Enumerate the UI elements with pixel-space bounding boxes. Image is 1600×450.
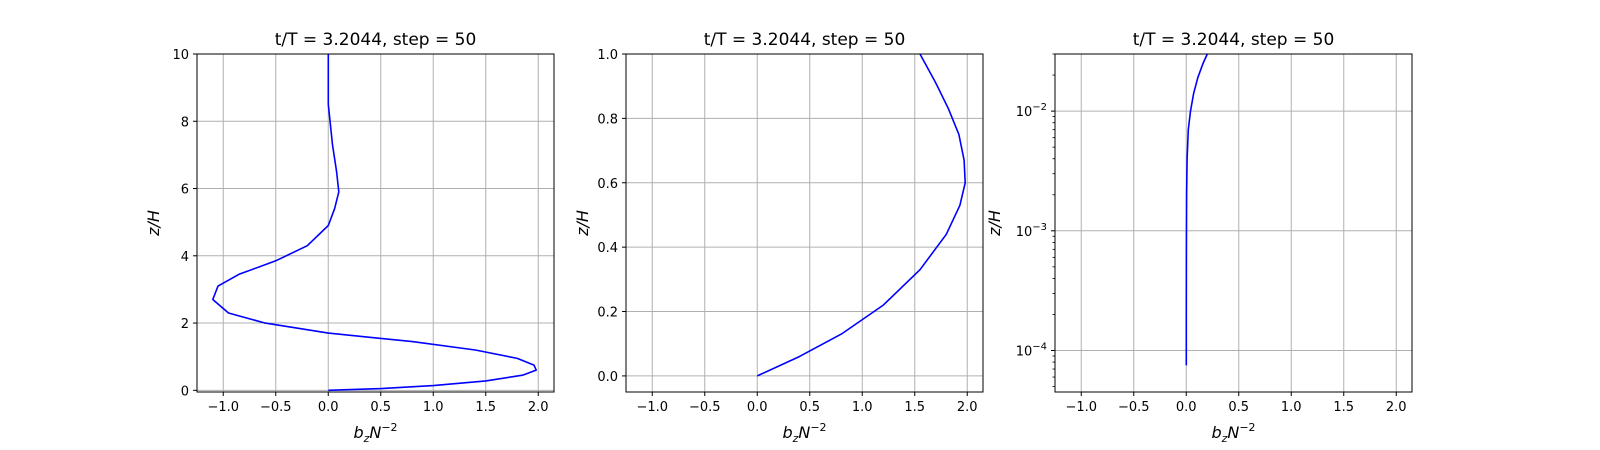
x-tick-label: 0.5 bbox=[370, 400, 391, 415]
subplot-3: −1.0 −0.5 0.0 0.5 1.0 1.5 2.0 10−4 10−3 10−2 t/T … bbox=[985, 30, 1413, 445]
y-tick-label: 10 bbox=[172, 48, 189, 63]
y-tick-label: 0.8 bbox=[597, 112, 618, 127]
x-tick-label: −0.5 bbox=[260, 400, 292, 415]
y-tick-label: 10−2 bbox=[1016, 102, 1047, 120]
y-tick-label: 6 bbox=[181, 183, 189, 198]
x-tick-label: 0.5 bbox=[1228, 400, 1249, 415]
x-tick-label: 0.5 bbox=[799, 400, 820, 415]
series-line bbox=[212, 54, 538, 392]
chart-title: t/T = 3.2044, step = 50 bbox=[1133, 30, 1335, 50]
y-tick-label: 0 bbox=[181, 384, 189, 399]
y-tick-label: 4 bbox=[181, 250, 189, 265]
subplot-1: −1.0 −0.5 0.0 0.5 1.0 1.5 2.0 0 2 4 6 8 10 t/T = 3.2… bbox=[144, 30, 555, 445]
plot-frame bbox=[196, 53, 555, 393]
y-tick-label: 8 bbox=[181, 115, 189, 130]
x-tick-label: 1.5 bbox=[1333, 400, 1354, 415]
x-tick-label: −1.0 bbox=[636, 400, 668, 415]
x-tick-label: 2.0 bbox=[528, 400, 549, 415]
x-tick-label: 1.0 bbox=[852, 400, 873, 415]
plot-frame bbox=[1054, 53, 1413, 393]
y-tick-label: 0.0 bbox=[597, 370, 618, 385]
x-tick-label: 1.0 bbox=[1281, 400, 1302, 415]
y-axis-label: z/H bbox=[144, 210, 163, 237]
y-tick-label: 1.0 bbox=[597, 48, 618, 63]
x-tick-label: 1.5 bbox=[475, 400, 496, 415]
x-axis-label: bzN−2 bbox=[353, 421, 397, 445]
x-tick-label: 0.0 bbox=[318, 400, 339, 415]
subplot-2: −1.0 −0.5 0.0 0.5 1.0 1.5 2.0 0.0 0.2 0.4 0.6 0.8 1.… bbox=[573, 30, 984, 445]
chart-title: t/T = 3.2044, step = 50 bbox=[704, 30, 906, 50]
x-axis-label: bzN−2 bbox=[1211, 421, 1255, 445]
chart-title: t/T = 3.2044, step = 50 bbox=[275, 30, 477, 50]
x-tick-label: −0.5 bbox=[1118, 400, 1150, 415]
series-line bbox=[756, 53, 967, 377]
plot-frame bbox=[625, 53, 984, 393]
x-tick-label: 1.5 bbox=[904, 400, 925, 415]
y-tick-label: 2 bbox=[181, 317, 189, 332]
y-tick-label: 0.4 bbox=[597, 241, 618, 256]
y-tick-label: 10−4 bbox=[1016, 341, 1047, 359]
x-tick-label: 0.0 bbox=[747, 400, 768, 415]
series-line bbox=[1185, 53, 1209, 366]
x-tick-label: −0.5 bbox=[689, 400, 721, 415]
y-tick-label: 0.6 bbox=[597, 177, 618, 192]
x-tick-label: 0.0 bbox=[1176, 400, 1197, 415]
x-tick-label: −1.0 bbox=[1065, 400, 1097, 415]
x-axis-label: bzN−2 bbox=[782, 421, 826, 445]
y-axis-label: z/H bbox=[573, 210, 592, 237]
y-tick-label: 0.2 bbox=[597, 306, 618, 321]
x-tick-label: −1.0 bbox=[207, 400, 239, 415]
x-tick-label: 1.0 bbox=[423, 400, 444, 415]
y-tick-label: 10−3 bbox=[1016, 222, 1047, 240]
x-tick-label: 2.0 bbox=[1386, 400, 1407, 415]
y-axis-label: z/H bbox=[985, 210, 1004, 237]
x-tick-label: 2.0 bbox=[957, 400, 978, 415]
